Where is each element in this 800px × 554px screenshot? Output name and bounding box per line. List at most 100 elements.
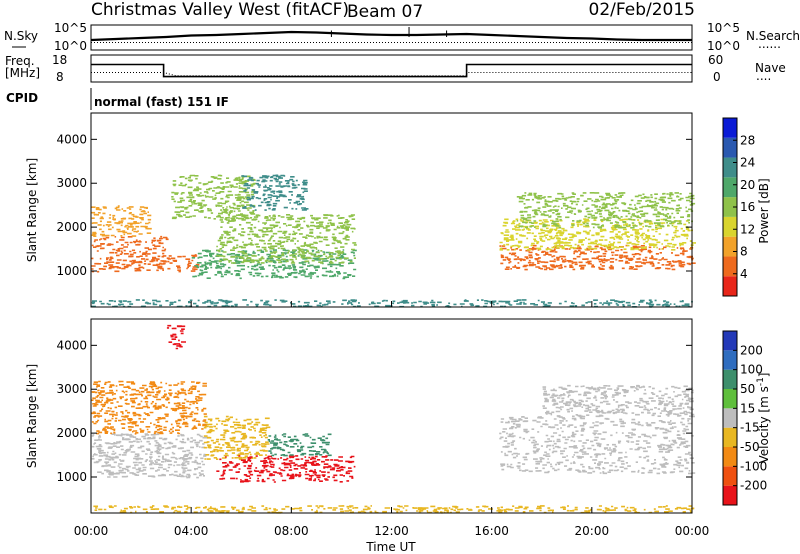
- colorbar-tick-label: 4: [740, 267, 748, 281]
- power-heatmap: [91, 174, 696, 308]
- colorbar-segment: [723, 137, 737, 158]
- colorbar-segment: [723, 157, 737, 178]
- colorbar-segment: [723, 216, 737, 237]
- colorbar-tick-label: 20: [740, 178, 755, 192]
- nsky-tick-bottom-right: 10^0: [707, 39, 740, 53]
- time-axis-ticks: 00:00 04:00 08:00 12:00 16:00 20:00 00:00: [74, 301, 710, 538]
- power-colorbar: 4 8 12 16 20 24 28: [722, 117, 755, 297]
- nsearch-label: N.Search: [746, 29, 800, 43]
- time-tick-label: 16:00: [474, 524, 509, 538]
- range-tick-label: 4000: [56, 132, 87, 146]
- nave-tick-bottom-right: 0: [713, 70, 721, 84]
- nsky-series-line: [90, 30, 692, 42]
- time-tick-label: 12:00: [374, 524, 409, 538]
- colorbar-tick-label: 100: [740, 363, 763, 377]
- heatmap-region-6: [241, 174, 309, 211]
- time-tick-label: 08:00: [274, 524, 309, 538]
- heatmap-region-0: [91, 235, 169, 273]
- colorbar-tick-label: 15: [740, 401, 755, 415]
- range-tick-label: 2000: [56, 426, 87, 440]
- colorbar-tick-label: 28: [740, 133, 755, 147]
- heatmap-region-0: [91, 433, 208, 479]
- nsky-tick-bottom-left: 10^0: [54, 39, 87, 53]
- nave-label: Nave: [755, 61, 786, 75]
- range-tick-label: 1000: [56, 470, 87, 484]
- time-tick-label: 00:00: [675, 524, 710, 538]
- colorbar-tick-label: 8: [740, 245, 748, 259]
- velocity-unit-end: ]: [757, 373, 771, 378]
- freq-tick-bottom-left: 8: [56, 70, 64, 84]
- heatmap-region-8: [499, 218, 696, 251]
- nave-legend-marker: ....: [756, 69, 771, 83]
- colorbar-segment: [723, 466, 737, 486]
- time-tick-label: 20:00: [575, 524, 610, 538]
- power-colorbar-label: Power [dB]: [757, 178, 771, 243]
- heatmap-region-5: [499, 415, 696, 475]
- colorbar-segment: [723, 236, 737, 257]
- nsky-label: N.Sky: [4, 29, 38, 43]
- colorbar-segment: [723, 447, 737, 467]
- date-label: 02/Feb/2015: [589, 0, 695, 20]
- heatmap-region-6: [542, 384, 695, 418]
- colorbar-tick-label: 12: [740, 222, 755, 236]
- heatmap-region-7: [166, 324, 186, 350]
- nsearch-legend-marker: ......: [758, 37, 781, 51]
- freq-unit-label: [MHz]: [5, 66, 40, 80]
- velocity-unit-exponent: -1: [756, 377, 766, 386]
- nsky-strip-frame: [90, 24, 693, 51]
- colorbar-tick-label: 50: [740, 382, 755, 396]
- range-tick-label: 1000: [56, 264, 87, 278]
- nave-series-line: [91, 72, 692, 77]
- velocity-unit-base: Velocity [m s: [757, 386, 771, 463]
- range-tick-label: 4000: [56, 338, 87, 352]
- colorbar-tick-label: -100: [740, 459, 767, 473]
- heatmap-region-9: [516, 192, 696, 229]
- cpid-value: normal (fast) 151 IF: [94, 95, 229, 109]
- nsky-tick-top-left: 10^5: [54, 21, 87, 35]
- heatmap-region-8: [93, 505, 695, 514]
- time-tick-label: 04:00: [174, 524, 209, 538]
- colorbar-segment: [723, 408, 737, 428]
- colorbar-segment: [723, 256, 737, 277]
- colorbar-tick-label: 24: [740, 156, 755, 170]
- freq-label: Freq.: [5, 54, 35, 68]
- colorbar-tick-label: 16: [740, 200, 755, 214]
- velocity-colorbar-label: Velocity [m s-1]: [756, 373, 771, 464]
- cpid-label: CPID: [6, 91, 38, 105]
- heatmap-region-3: [216, 455, 356, 483]
- freq-strip-plot: [91, 63, 692, 78]
- range-tick-label: 3000: [56, 382, 87, 396]
- colorbar-segment: [723, 389, 737, 409]
- power-range-ticks: 1000 2000 3000 4000: [56, 132, 692, 278]
- power-range-label: Slant Range [km]: [25, 158, 39, 262]
- colorbar-tick-label: 200: [740, 343, 763, 357]
- heatmap-region-10: [91, 299, 693, 308]
- nsky-strip-plot: [90, 27, 692, 43]
- velocity-colorbar: -200 -100 -50 -15 15 50 100 200: [722, 330, 767, 506]
- heatmap-region-5: [216, 214, 357, 264]
- range-tick-label: 3000: [56, 176, 87, 190]
- velocity-heatmap: [91, 324, 696, 514]
- time-tick-label: 00:00: [74, 524, 109, 538]
- heatmap-region-2: [203, 415, 271, 461]
- velocity-range-ticks: 1000 2000 3000 4000: [56, 338, 692, 484]
- velocity-range-label: Slant Range [km]: [25, 364, 39, 468]
- beam-label: Beam 07: [347, 2, 423, 22]
- colorbar-segment: [723, 369, 737, 389]
- heatmap-region-1: [91, 205, 152, 237]
- nave-tick-top-right: 60: [708, 53, 723, 67]
- freq-tick-top-left: 18: [52, 53, 67, 67]
- colorbar-segment: [723, 427, 737, 447]
- station-title: Christmas Valley West (fitACF): [91, 0, 349, 20]
- colorbar-segment: [723, 118, 737, 138]
- heatmap-region-2: [166, 254, 200, 273]
- colorbar-segment: [723, 177, 737, 198]
- freq-strip-frame: [90, 54, 693, 83]
- heatmap-region-1: [91, 380, 208, 435]
- colorbar-segment: [723, 276, 737, 296]
- freq-series-line: [91, 63, 692, 78]
- colorbar-tick-label: -50: [740, 440, 760, 454]
- colorbar-segment: [723, 331, 737, 351]
- heatmap-region-4: [267, 433, 332, 457]
